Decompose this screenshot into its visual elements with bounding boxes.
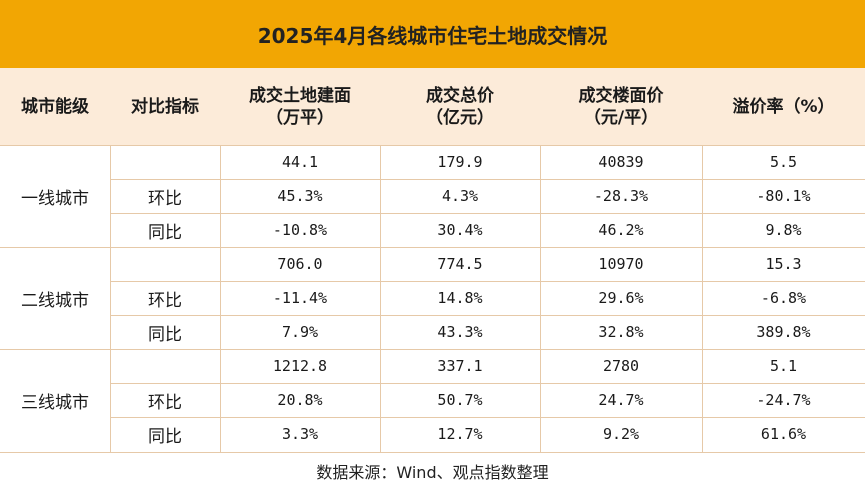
table-cell-price: 24.7%: [598, 391, 644, 409]
table-cell-price: 46.2%: [598, 221, 644, 239]
row-divider: [110, 281, 865, 282]
table-cell-price: 10970: [598, 255, 644, 273]
table-cell-metric: 环比: [148, 392, 182, 413]
column-divider: [702, 145, 703, 452]
column-divider: [540, 145, 541, 452]
table-cell-premium: 9.8%: [765, 221, 802, 239]
table-cell-metric: [110, 145, 220, 179]
header-total-line2: （亿元）: [426, 107, 494, 128]
column-divider: [380, 145, 381, 452]
table-cell-total: 337.1: [437, 357, 483, 375]
header-price: 成交楼面价 （元/平）: [540, 68, 702, 145]
city-tier-label: 一线城市: [21, 188, 89, 209]
city-tier-label: 二线城市: [21, 290, 89, 311]
table-cell-premium: 5.1: [769, 357, 798, 375]
table-cell-area: 44.1: [281, 153, 319, 171]
table-cell-area: -11.4%: [272, 289, 328, 307]
header-premium: 溢价率（%）: [732, 96, 835, 117]
table-cell-price: 2780: [602, 357, 640, 375]
table-cell-metric: [110, 247, 220, 281]
row-divider: [110, 213, 865, 214]
table-cell-metric: 同比: [148, 426, 182, 447]
column-divider: [110, 145, 111, 452]
column-divider: [220, 145, 221, 452]
table-cell-premium: 5.5: [769, 153, 798, 171]
table-cell-price: 29.6%: [598, 289, 644, 307]
header-area-line1: 成交土地建面: [249, 85, 351, 106]
table-cell-metric: [110, 349, 220, 383]
row-divider: [110, 383, 865, 384]
header-metric: 对比指标: [131, 96, 199, 117]
row-divider: [110, 417, 865, 418]
header-price-line2: （元/平）: [583, 107, 659, 128]
group-divider: [0, 247, 865, 248]
table-cell-area: 45.3%: [277, 187, 323, 205]
row-divider: [110, 315, 865, 316]
table-title: 2025年4月各线城市住宅土地成交情况: [0, 0, 865, 68]
table-header-row: 城市能级 对比指标 成交土地建面 （万平） 成交总价 （亿元） 成交楼面价 （元…: [0, 68, 865, 145]
table-cell-metric: 同比: [148, 222, 182, 243]
header-total: 成交总价 （亿元）: [380, 68, 540, 145]
table-cell-metric: 环比: [148, 188, 182, 209]
table-cell-total: 4.3%: [441, 187, 479, 205]
table-body: 一线城市 44.1 179.9 40839 5.5 环比 45.3% 4.3% -28.3% -8…: [0, 145, 865, 452]
table-cell-price: 32.8%: [598, 323, 644, 341]
table-cell-total: 179.9: [437, 153, 483, 171]
table-cell-total: 43.3%: [437, 323, 483, 341]
data-source-note: 数据来源：Wind、观点指数整理: [0, 452, 865, 488]
table-cell-premium: 61.6%: [760, 425, 807, 443]
table-cell-premium: -80.1%: [756, 187, 811, 205]
table-cell-premium: -24.7%: [756, 391, 811, 409]
table-cell-metric: 同比: [148, 324, 182, 345]
table-cell-total: 774.5: [437, 255, 483, 273]
table-cell-metric: 环比: [148, 290, 182, 311]
table-cell-price: 40839: [598, 153, 644, 171]
group-divider: [0, 349, 865, 350]
table-cell-area: 706.0: [277, 255, 323, 273]
header-area: 成交土地建面 （万平）: [220, 68, 380, 145]
table-cell-price: 9.2%: [602, 425, 640, 443]
header-price-line1: 成交楼面价: [578, 85, 664, 106]
table-cell-area: 20.8%: [277, 391, 323, 409]
table-cell-premium: 389.8%: [756, 323, 811, 341]
city-tier-label: 三线城市: [21, 392, 89, 413]
table-cell-premium: 15.3: [765, 255, 802, 273]
table-cell-total: 14.8%: [437, 289, 483, 307]
group-divider: [0, 145, 865, 146]
table-cell-area: 3.3%: [281, 425, 319, 443]
table-cell-area: -10.8%: [272, 221, 328, 239]
table-cell-price: -28.3%: [593, 187, 649, 205]
header-area-line2: （万平）: [266, 107, 334, 128]
table-cell-total: 30.4%: [437, 221, 483, 239]
table-cell-area: 7.9%: [281, 323, 319, 341]
row-divider: [110, 179, 865, 180]
header-city-tier: 城市能级: [21, 96, 89, 117]
table-cell-area: 1212.8: [272, 357, 328, 375]
table-cell-total: 12.7%: [437, 425, 483, 443]
table-cell-premium: -6.8%: [760, 289, 807, 307]
table-cell-total: 50.7%: [437, 391, 483, 409]
header-total-line1: 成交总价: [426, 85, 494, 106]
